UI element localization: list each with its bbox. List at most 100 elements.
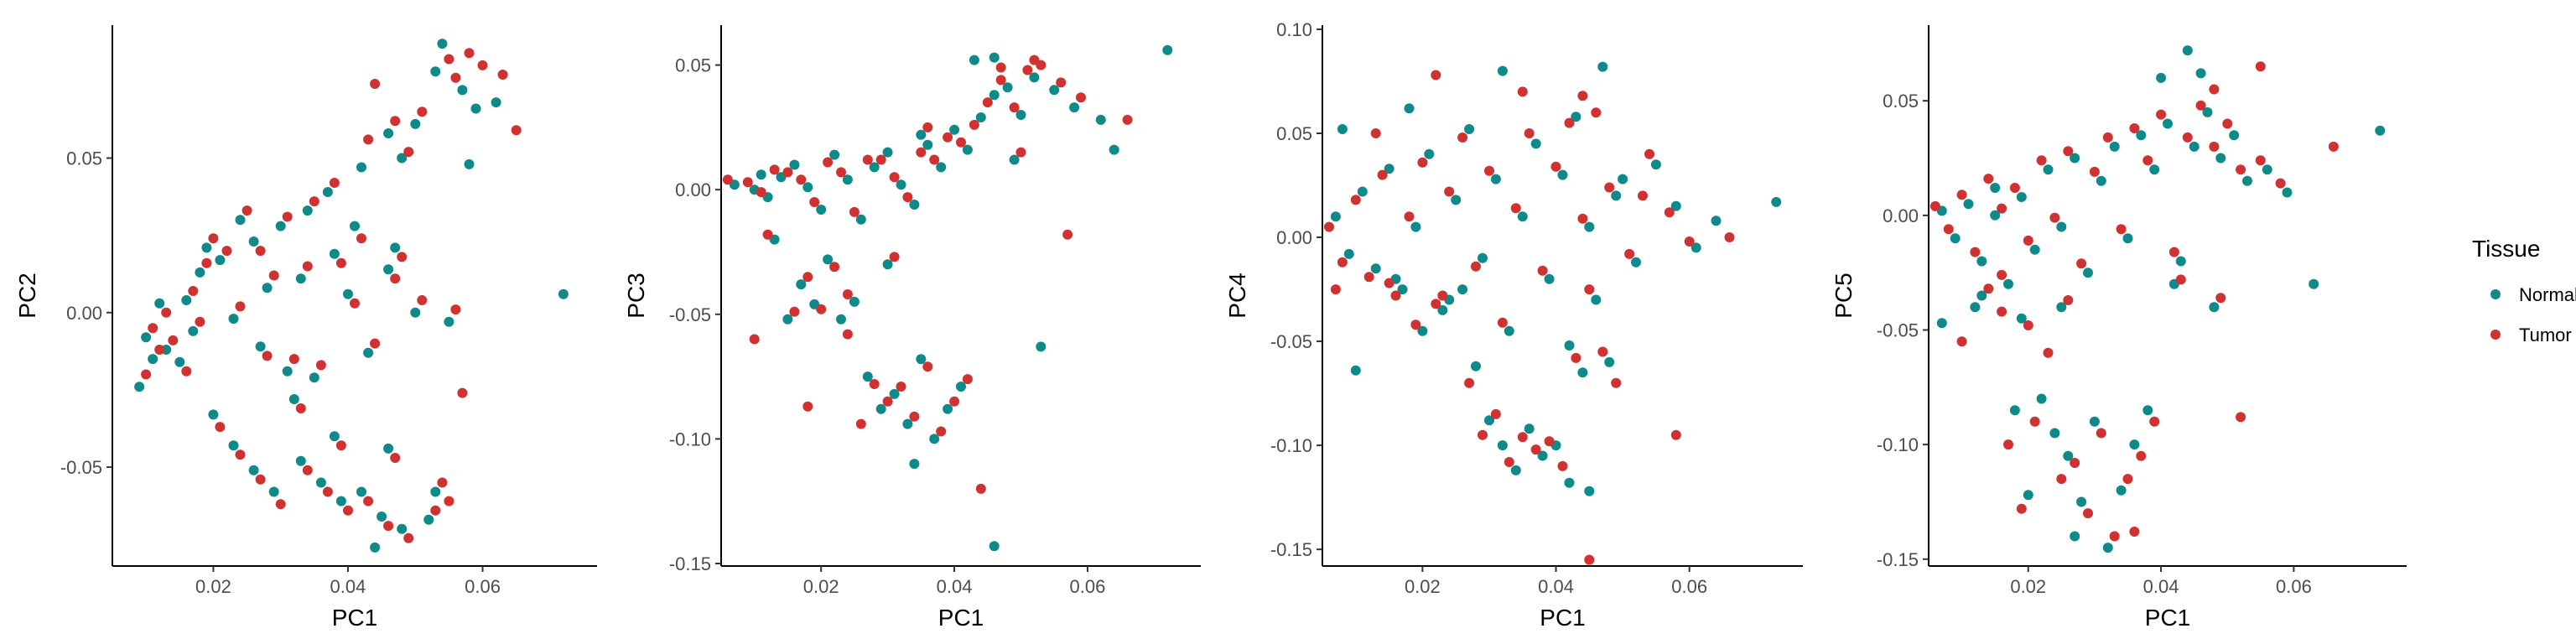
data-point — [1062, 229, 1073, 240]
data-point — [789, 306, 800, 317]
data-point — [1497, 440, 1508, 451]
scatter-panel-pc5: 0.02 0.04 0.06 -0.15 -0.10 -0.05 0.00 0.05 PC1 PC… — [1831, 25, 2407, 631]
data-point — [1943, 224, 1954, 235]
data-point — [417, 295, 428, 305]
data-point — [2083, 508, 2093, 519]
data-point — [2195, 100, 2206, 111]
data-point — [2156, 72, 2167, 83]
data-point — [849, 206, 860, 217]
data-point — [1497, 65, 1508, 76]
y-tick-label: 0.00 — [1883, 205, 1919, 226]
data-point — [896, 179, 906, 190]
data-point — [995, 75, 1006, 86]
data-point — [2202, 106, 2213, 117]
data-point — [1571, 112, 1581, 122]
data-point — [383, 128, 394, 138]
data-point — [1611, 190, 1622, 201]
data-point — [1162, 44, 1173, 55]
data-point — [936, 162, 947, 173]
data-point — [1397, 284, 1408, 295]
data-point — [288, 354, 299, 365]
data-point — [1457, 284, 1468, 295]
data-point — [889, 172, 900, 183]
data-point — [457, 387, 468, 398]
data-point — [1471, 261, 1481, 272]
data-point — [1564, 477, 1575, 488]
data-point — [154, 298, 165, 309]
data-point — [491, 97, 501, 108]
data-point — [356, 162, 366, 173]
data-point — [477, 60, 488, 70]
data-point — [2056, 474, 2067, 485]
data-point — [464, 48, 475, 59]
data-point — [2189, 141, 2199, 152]
data-point — [2129, 439, 2140, 450]
data-point — [282, 366, 293, 377]
data-point — [1324, 221, 1334, 232]
series-normal — [1936, 45, 2386, 553]
scatter-panel-pc3: 0.02 0.04 0.06 -0.15 -0.10 -0.05 0.00 0.05 PC1 PC… — [623, 25, 1201, 631]
data-point — [329, 431, 340, 442]
scatter-panel-pc4: 0.02 0.04 0.06 -0.15 -0.10 -0.05 0.00 0.05 0.10 P… — [1224, 19, 1803, 631]
data-point — [1997, 269, 2007, 280]
data-point — [154, 345, 165, 355]
data-point — [383, 264, 394, 275]
data-point — [829, 262, 840, 273]
data-point — [2056, 302, 2067, 313]
data-point — [916, 147, 927, 158]
y-tick-label: -0.15 — [1270, 539, 1312, 560]
data-point — [295, 273, 306, 284]
data-point — [343, 288, 353, 299]
data-point — [1417, 325, 1428, 336]
data-point — [444, 54, 454, 65]
x-tick-label: 0.02 — [1405, 576, 1441, 597]
data-point — [1049, 85, 1060, 96]
data-point — [2242, 175, 2252, 186]
data-point — [1109, 144, 1119, 155]
data-point — [356, 486, 366, 497]
y-tick-label: -0.15 — [1877, 549, 1919, 570]
data-point — [1517, 86, 1528, 97]
data-point — [1095, 114, 1106, 125]
x-axis-title: PC1 — [2145, 605, 2190, 631]
data-point — [849, 296, 860, 307]
data-point — [949, 396, 960, 407]
legend-key-normal — [2490, 289, 2501, 299]
data-point — [2049, 212, 2060, 223]
data-point — [1431, 70, 1441, 80]
data-point — [1404, 103, 1415, 114]
data-point — [749, 334, 760, 345]
data-point — [2063, 295, 2074, 305]
data-point — [889, 388, 900, 399]
data-point — [1564, 340, 1575, 351]
y-tick-label: 0.05 — [1883, 91, 1919, 112]
data-point — [2089, 416, 2100, 427]
data-point — [1410, 319, 1421, 330]
data-point — [335, 257, 346, 268]
data-point — [1056, 77, 1067, 88]
x-tick-label: 0.02 — [2010, 576, 2046, 597]
data-point — [975, 112, 986, 122]
data-point — [875, 403, 886, 414]
data-point — [242, 205, 252, 216]
y-tick-label: 0.05 — [675, 55, 711, 76]
data-point — [956, 137, 966, 148]
data-point — [1557, 169, 1568, 180]
data-point — [1437, 304, 1448, 315]
data-point — [329, 178, 340, 188]
data-point — [796, 174, 807, 185]
data-point — [444, 496, 454, 506]
data-point — [889, 252, 900, 262]
data-point — [1591, 107, 1602, 118]
data-point — [782, 314, 793, 325]
data-point — [756, 169, 766, 180]
data-point — [1484, 415, 1494, 426]
data-point — [1577, 367, 1588, 378]
data-point — [1690, 242, 1701, 253]
x-tick-label: 0.06 — [2276, 576, 2312, 597]
series-tumor — [1324, 70, 1735, 565]
data-point — [302, 465, 313, 475]
data-point — [1337, 257, 1348, 267]
data-point — [383, 521, 394, 532]
